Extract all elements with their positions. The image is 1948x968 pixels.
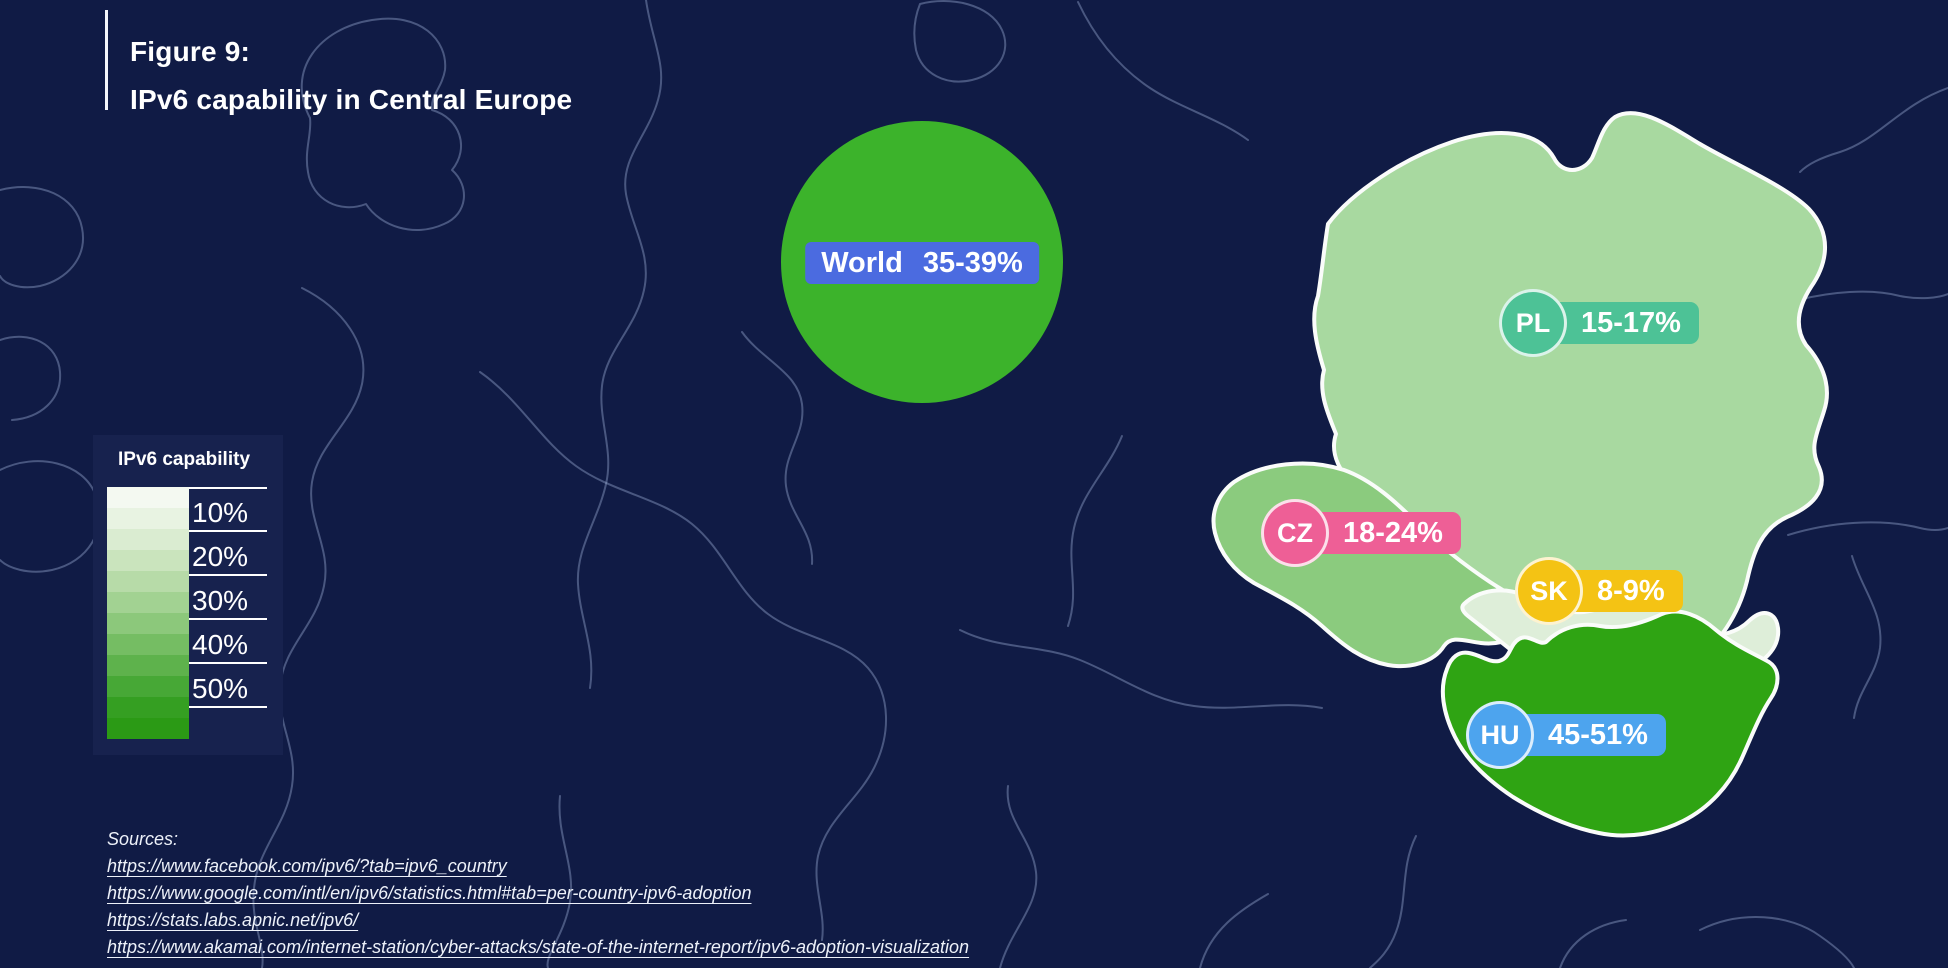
country-badge-sk: SK 8-9% <box>1515 557 1683 625</box>
border-outline <box>1369 835 1417 968</box>
country-code-circle-sk: SK <box>1515 557 1583 625</box>
country-badge-cz: CZ 18-24% <box>1261 499 1461 567</box>
border-outline <box>252 287 365 968</box>
title-block: Figure 9: IPv6 capability in Central Eur… <box>105 10 572 117</box>
world-label-value: 35-39% <box>922 246 1023 279</box>
source-link-apnic[interactable]: https://stats.labs.apnic.net/ipv6/ <box>107 910 359 930</box>
country-code-circle-pl: PL <box>1499 289 1567 357</box>
border-outline <box>300 17 465 232</box>
legend-tick-30: 30% <box>189 582 267 620</box>
figure-title: IPv6 capability in Central Europe <box>130 84 573 115</box>
border-outline <box>1797 290 1948 301</box>
country-value-cz: 18-24% <box>1343 516 1443 549</box>
country-code-cz: CZ <box>1277 517 1313 548</box>
country-code-circle-hu: HU <box>1466 701 1534 769</box>
country-code-sk: SK <box>1530 575 1568 606</box>
border-outline <box>1559 919 1627 968</box>
source-link-facebook[interactable]: https://www.facebook.com/ipv6/?tab=ipv6_… <box>107 856 507 876</box>
legend-panel: IPv6 capability 10% 20% 30% 40% 50% <box>93 435 283 755</box>
border-outline <box>1067 435 1123 627</box>
border-outline <box>913 0 1007 83</box>
legend-tick-20: 20% <box>189 538 267 576</box>
legend-tick-50: 50% <box>189 670 267 708</box>
country-value-pill-cz: 18-24% <box>1307 512 1461 554</box>
figure-label: Figure 9: <box>130 36 251 67</box>
world-label-name: World <box>821 246 903 279</box>
border-outline <box>999 785 1038 968</box>
legend-tick-40: 40% <box>189 626 267 664</box>
sources-label: Sources: <box>107 829 179 849</box>
country-code-circle-cz: CZ <box>1261 499 1329 567</box>
border-outline <box>1787 521 1948 536</box>
border-outline <box>0 186 84 289</box>
world-average-label: World 35-39% <box>805 242 1039 284</box>
border-outline <box>741 331 814 565</box>
title-accent-line <box>105 10 108 110</box>
world-average-bubble: World 35-39% <box>781 121 1063 403</box>
border-outline <box>1851 555 1882 719</box>
legend-gradient-bar <box>107 487 189 739</box>
country-value-sk: 8-9% <box>1597 574 1665 607</box>
country-badge-hu: HU 45-51% <box>1466 701 1666 769</box>
country-code-pl: PL <box>1515 307 1551 338</box>
border-outline <box>1699 916 1855 968</box>
border-outline <box>0 460 101 573</box>
country-value-pill-pl: 15-17% <box>1545 302 1699 344</box>
country-value-pill-hu: 45-51% <box>1512 714 1666 756</box>
border-outline <box>959 629 1323 709</box>
source-link-akamai[interactable]: https://www.akamai.com/internet-station/… <box>107 937 970 957</box>
border-outline <box>546 795 573 968</box>
legend-tick-line-top <box>189 487 267 489</box>
sources-block: Sources: https://www.facebook.com/ipv6/?… <box>107 826 969 961</box>
country-value-hu: 45-51% <box>1548 718 1648 751</box>
legend-title: IPv6 capability <box>118 449 251 470</box>
border-outline <box>576 0 663 689</box>
country-value-pl: 15-17% <box>1581 306 1681 339</box>
border-outline <box>1799 87 1948 173</box>
border-outline <box>1199 893 1269 968</box>
border-outline <box>0 335 62 421</box>
source-link-google[interactable]: https://www.google.com/intl/en/ipv6/stat… <box>107 883 752 903</box>
country-badge-pl: PL 15-17% <box>1499 289 1699 357</box>
legend-tick-10: 10% <box>189 494 267 532</box>
border-outline <box>479 371 888 941</box>
country-code-hu: HU <box>1480 719 1520 750</box>
border-outline <box>1077 1 1249 141</box>
